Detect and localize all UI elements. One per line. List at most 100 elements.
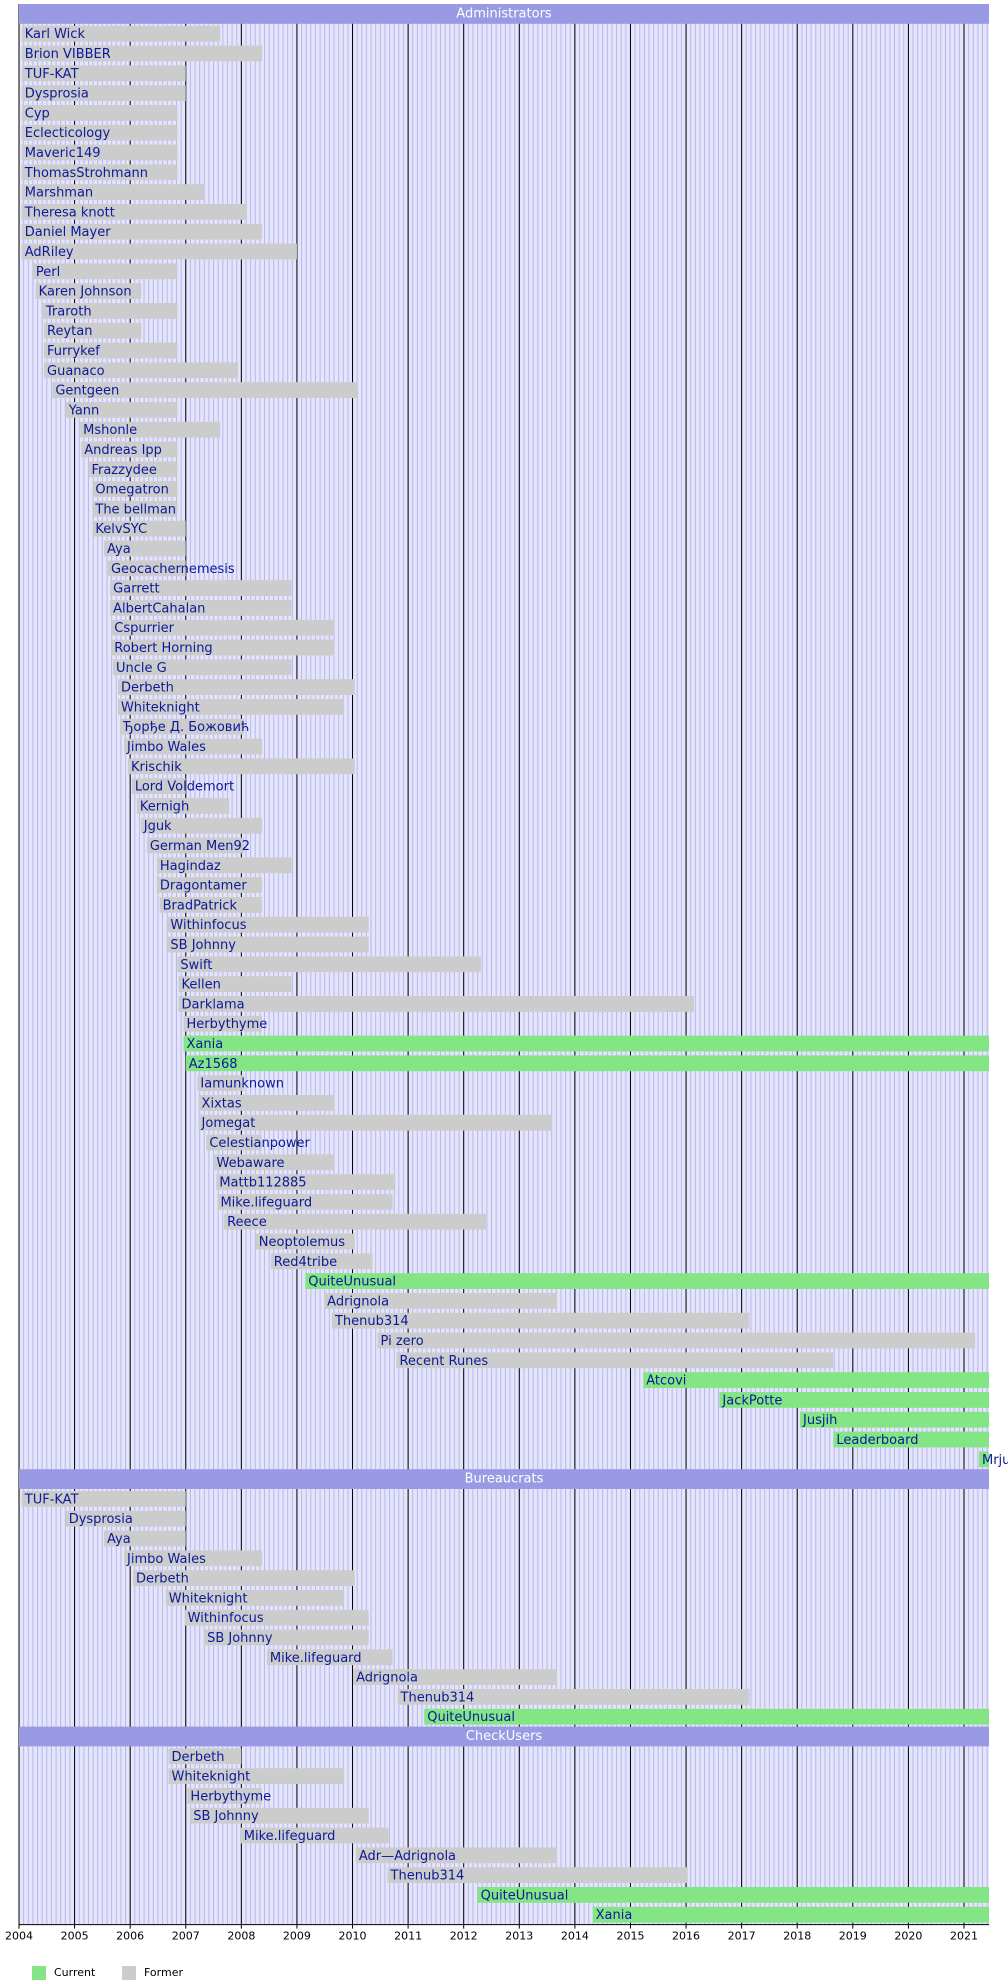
tenure-bar xyxy=(44,362,239,379)
tenure-bar xyxy=(117,699,345,715)
user-label: Whiteknight xyxy=(172,1770,251,1785)
user-label: Iamunknown xyxy=(200,1077,284,1092)
user-label: AlbertCahalan xyxy=(113,601,205,616)
user-label: Webaware xyxy=(217,1156,285,1171)
tenure-bar xyxy=(92,481,178,497)
user-label: Pi zero xyxy=(381,1334,424,1349)
user-label: QuiteUnusual xyxy=(308,1275,396,1290)
tenure-bar xyxy=(21,105,178,121)
tenure-bar xyxy=(397,1689,750,1705)
tenure-bar xyxy=(52,382,359,398)
tenure-bar xyxy=(190,1807,369,1824)
user-label: Hagindaz xyxy=(160,859,221,874)
user-label: Omegatron xyxy=(95,483,168,498)
user-label: TUF-KAT xyxy=(24,67,79,82)
tenure-bar xyxy=(168,1748,242,1765)
tenure-bar xyxy=(217,1194,393,1210)
user-label: Derbeth xyxy=(136,1572,189,1587)
user-label: SB Johnny xyxy=(207,1631,273,1646)
user-label: Whiteknight xyxy=(121,700,200,715)
user-label: Karl Wick xyxy=(25,27,86,42)
tenure-bar xyxy=(800,1411,989,1428)
user-label: Marshman xyxy=(25,186,93,201)
tenure-bar xyxy=(21,124,178,141)
user-label: Xania xyxy=(596,1908,633,1923)
tenure-bar xyxy=(833,1431,989,1448)
user-label: Whiteknight xyxy=(169,1591,248,1606)
user-label: The bellman xyxy=(94,502,176,517)
user-label: Dragontamer xyxy=(160,879,247,894)
tenure-bar xyxy=(377,1332,976,1349)
group-header xyxy=(19,1469,989,1489)
tenure-bar xyxy=(104,540,186,557)
tenure-bar xyxy=(185,1055,989,1072)
user-label: Ђорђе Д. Божовић xyxy=(122,720,249,735)
user-label: Maveric149 xyxy=(25,146,101,161)
group-title: CheckUsers xyxy=(466,1729,543,1744)
tenure-bar xyxy=(21,184,205,200)
tenure-bar xyxy=(140,817,262,834)
user-label: QuiteUnusual xyxy=(481,1888,569,1903)
tenure-bar xyxy=(80,421,221,438)
tenure-bar xyxy=(198,1114,553,1131)
user-label: Reece xyxy=(227,1215,267,1230)
tenure-bar xyxy=(165,1590,345,1606)
user-label: Thenub314 xyxy=(334,1314,409,1329)
x-tick-label: 2013 xyxy=(505,1930,533,1943)
user-label: ThomasStrohmann xyxy=(24,166,148,181)
user-label: Furrykef xyxy=(47,344,100,359)
tenure-bar xyxy=(21,1491,186,1507)
user-label: JackPotte xyxy=(721,1393,782,1408)
tenure-bar xyxy=(21,85,186,101)
tenure-bar xyxy=(266,1649,393,1666)
legend-swatch xyxy=(32,1966,46,1980)
user-label: Xania xyxy=(187,1037,224,1052)
user-label: Geocachernemesis xyxy=(111,562,235,577)
tenure-bar xyxy=(424,1708,990,1725)
x-tick-label: 2019 xyxy=(839,1930,867,1943)
user-label: Derbeth xyxy=(121,681,174,696)
user-label: Swift xyxy=(180,958,212,973)
user-label: Leaderboard xyxy=(836,1433,918,1448)
x-tick-label: 2012 xyxy=(450,1930,478,1943)
tenure-bar xyxy=(240,1827,389,1844)
user-label: German Men92 xyxy=(150,839,250,854)
tenure-bar xyxy=(127,758,355,775)
tenure-bar xyxy=(477,1887,989,1903)
tenure-bar xyxy=(396,1352,834,1369)
user-label: Jimbo Wales xyxy=(126,740,206,755)
legend-label: Current xyxy=(54,1966,96,1979)
x-tick-label: 2020 xyxy=(894,1930,922,1943)
x-tick-label: 2009 xyxy=(283,1930,311,1943)
tenure-bar xyxy=(159,897,262,913)
tenure-bar xyxy=(120,718,245,735)
tenure-bar xyxy=(131,778,186,794)
user-label: Frazzydee xyxy=(91,463,156,478)
user-label: Red4tribe xyxy=(274,1255,337,1270)
tenure-bar xyxy=(177,956,481,973)
user-label: Atcovi xyxy=(646,1374,686,1389)
user-label: Krischik xyxy=(131,760,182,775)
tenure-bar xyxy=(88,461,178,478)
x-tick-label: 2021 xyxy=(950,1930,978,1943)
tenure-bar xyxy=(305,1273,989,1289)
tenure-bar xyxy=(146,837,245,854)
user-label: BradPatrick xyxy=(163,898,238,913)
tenure-bar xyxy=(44,342,178,359)
tenure-bar xyxy=(111,639,335,656)
user-label: SB Johnny xyxy=(193,1809,259,1824)
user-label: Withinfocus xyxy=(170,918,246,933)
tenure-bar xyxy=(156,857,292,874)
x-tick-label: 2015 xyxy=(616,1930,644,1943)
x-tick-label: 2014 xyxy=(561,1930,589,1943)
tenure-bar xyxy=(104,1530,186,1547)
user-label: Reytan xyxy=(47,324,92,339)
user-label: Garrett xyxy=(113,582,159,597)
user-label: AdRiley xyxy=(25,245,74,260)
x-tick-label: 2008 xyxy=(227,1930,255,1943)
tenure-bar xyxy=(324,1293,558,1309)
tenure-bar xyxy=(184,1609,369,1626)
tenure-bar xyxy=(92,520,186,537)
user-label: Mike.lifeguard xyxy=(270,1651,362,1666)
